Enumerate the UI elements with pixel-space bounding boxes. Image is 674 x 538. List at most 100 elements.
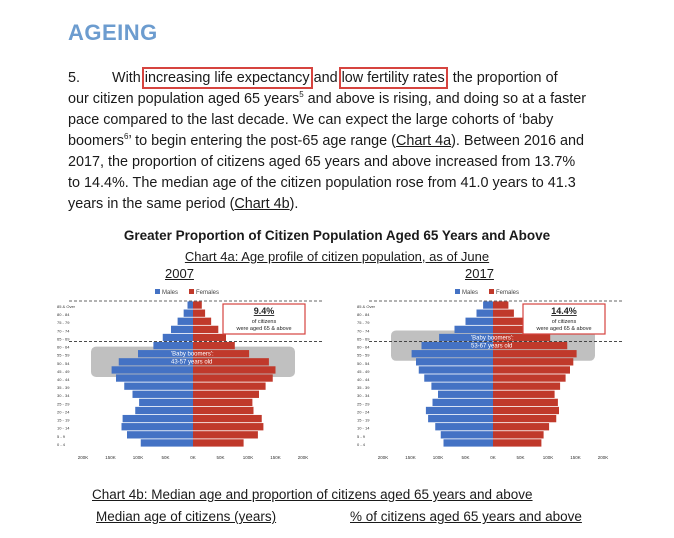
bar-males-2 (435, 423, 493, 431)
pct-65-caption-1: of citizens (252, 319, 277, 325)
population-pyramid-2007: Males Females 0 - 4 5 - 9 10 - 14 15 - 19 20 -… (57, 289, 323, 460)
x-tick-label: 0K (490, 455, 496, 460)
bar-females-0 (493, 439, 542, 447)
bar-females-17 (193, 301, 202, 309)
age-tick-label: 45 - 49 (57, 369, 70, 374)
x-tick-label: 100K (133, 455, 144, 460)
bar-males-16 (476, 309, 493, 317)
bar-males-7 (124, 382, 193, 390)
bar-males-14 (171, 325, 193, 334)
bar-females-1 (193, 431, 258, 439)
chart-reference-link[interactable]: Chart 4a (395, 133, 452, 149)
baby-boomers-range: 53-67 years old (471, 343, 512, 349)
bar-females-7 (193, 382, 266, 390)
age-tick-label: 50 - 54 (357, 361, 370, 366)
paragraph-line: pace compared to the last decade. We can… (68, 112, 554, 128)
x-tick-label: 200K (78, 455, 89, 460)
bar-females-8 (493, 374, 566, 382)
pct-65-caption-2: were aged 65 & above (535, 326, 591, 332)
bar-females-14 (493, 325, 536, 334)
bar-females-10 (493, 358, 574, 366)
paragraph-line: 2017, the proportion of citizens aged 65… (68, 154, 576, 170)
age-tick-label: 50 - 54 (57, 361, 70, 366)
pct-65-heading: % of citizens aged 65 years and above (350, 509, 582, 524)
bar-females-3 (193, 414, 262, 423)
x-tick-label: 200K (598, 455, 609, 460)
chart-subtitle: Chart 4a: Age profile of citizen populat… (184, 249, 490, 264)
pct-65-caption-1: of citizens (552, 319, 577, 325)
x-tick-label: 100K (433, 455, 444, 460)
pct-65-caption-2: were aged 65 & above (235, 326, 291, 332)
bar-females-12 (493, 341, 568, 350)
age-tick-label: 5 - 9 (57, 434, 66, 439)
bar-males-9 (111, 366, 193, 374)
bar-males-15 (465, 317, 493, 325)
chart-reference-link[interactable]: Chart 4b (234, 196, 290, 212)
bar-females-9 (193, 366, 276, 374)
bar-females-2 (193, 423, 264, 431)
bar-females-12 (193, 341, 235, 350)
age-tick-label: 65 - 69 (57, 336, 70, 341)
bar-females-10 (193, 358, 269, 366)
highlighted-phrase: low fertility rates (338, 67, 448, 89)
age-tick-label: 5 - 9 (357, 434, 366, 439)
bar-males-0 (140, 439, 193, 447)
baby-boomers-label: 'Baby boomers': (471, 335, 514, 341)
legend-label-males: Males (162, 290, 178, 296)
age-tick-label: 45 - 49 (357, 369, 370, 374)
legend-swatch-males (455, 289, 460, 294)
bar-males-5 (139, 398, 193, 407)
bar-females-6 (493, 390, 555, 398)
bar-males-17 (187, 301, 193, 309)
bar-females-2 (493, 423, 550, 431)
paragraph-line: boomers6’ to begin entering the post-65 … (68, 132, 584, 149)
bar-males-11 (411, 350, 493, 358)
x-tick-label: 150K (405, 455, 416, 460)
baby-boomers-label: 'Baby boomers': (171, 352, 214, 358)
bar-females-8 (193, 374, 273, 382)
bar-males-13 (439, 333, 493, 342)
bar-females-7 (493, 382, 561, 390)
x-tick-label: 200K (298, 455, 309, 460)
bar-females-9 (493, 366, 570, 374)
bar-males-16 (183, 309, 193, 317)
bar-males-6 (438, 390, 493, 398)
bar-males-4 (135, 406, 193, 415)
bar-females-4 (193, 406, 254, 415)
paragraph-line: 5. With increasing life expectancy and lo… (68, 67, 628, 89)
age-tick-label: 0 - 4 (357, 442, 366, 447)
age-tick-label: 70 - 74 (357, 328, 370, 333)
bar-females-11 (193, 350, 250, 358)
x-tick-label: 50K (461, 455, 469, 460)
x-tick-label: 150K (570, 455, 581, 460)
paragraph-line: our citizen population aged 65 years5 an… (68, 90, 587, 107)
bar-males-4 (425, 406, 493, 415)
bar-females-15 (193, 317, 212, 325)
age-tick-label: 20 - 24 (357, 409, 370, 414)
bar-males-0 (443, 439, 493, 447)
bar-females-11 (493, 350, 577, 358)
paragraph-5: 5. With increasing life expectancy and lo… (68, 67, 628, 215)
footnote-marker: 6 (124, 132, 129, 142)
legend-label-females: Females (496, 290, 519, 296)
bar-males-2 (121, 423, 193, 431)
baby-boomers-range: 43-57 years old (171, 360, 212, 366)
x-tick-label: 50K (216, 455, 224, 460)
x-tick-label: 150K (270, 455, 281, 460)
bar-females-16 (493, 309, 514, 317)
age-tick-label: 40 - 44 (57, 377, 70, 382)
footnote-marker: 5 (299, 90, 304, 100)
x-tick-label: 50K (516, 455, 524, 460)
bar-males-1 (440, 431, 493, 439)
age-tick-label: 30 - 34 (357, 393, 370, 398)
age-tick-label: 60 - 64 (357, 345, 370, 350)
bar-females-13 (193, 333, 226, 342)
bar-females-0 (193, 439, 244, 447)
age-tick-label: 35 - 39 (357, 385, 370, 390)
chart-legend: Males Females (455, 289, 519, 296)
legend-label-females: Females (196, 290, 219, 296)
bar-males-11 (138, 350, 193, 358)
age-tick-label: 55 - 59 (57, 353, 70, 358)
legend-swatch-males (155, 289, 160, 294)
bar-males-12 (421, 341, 493, 350)
